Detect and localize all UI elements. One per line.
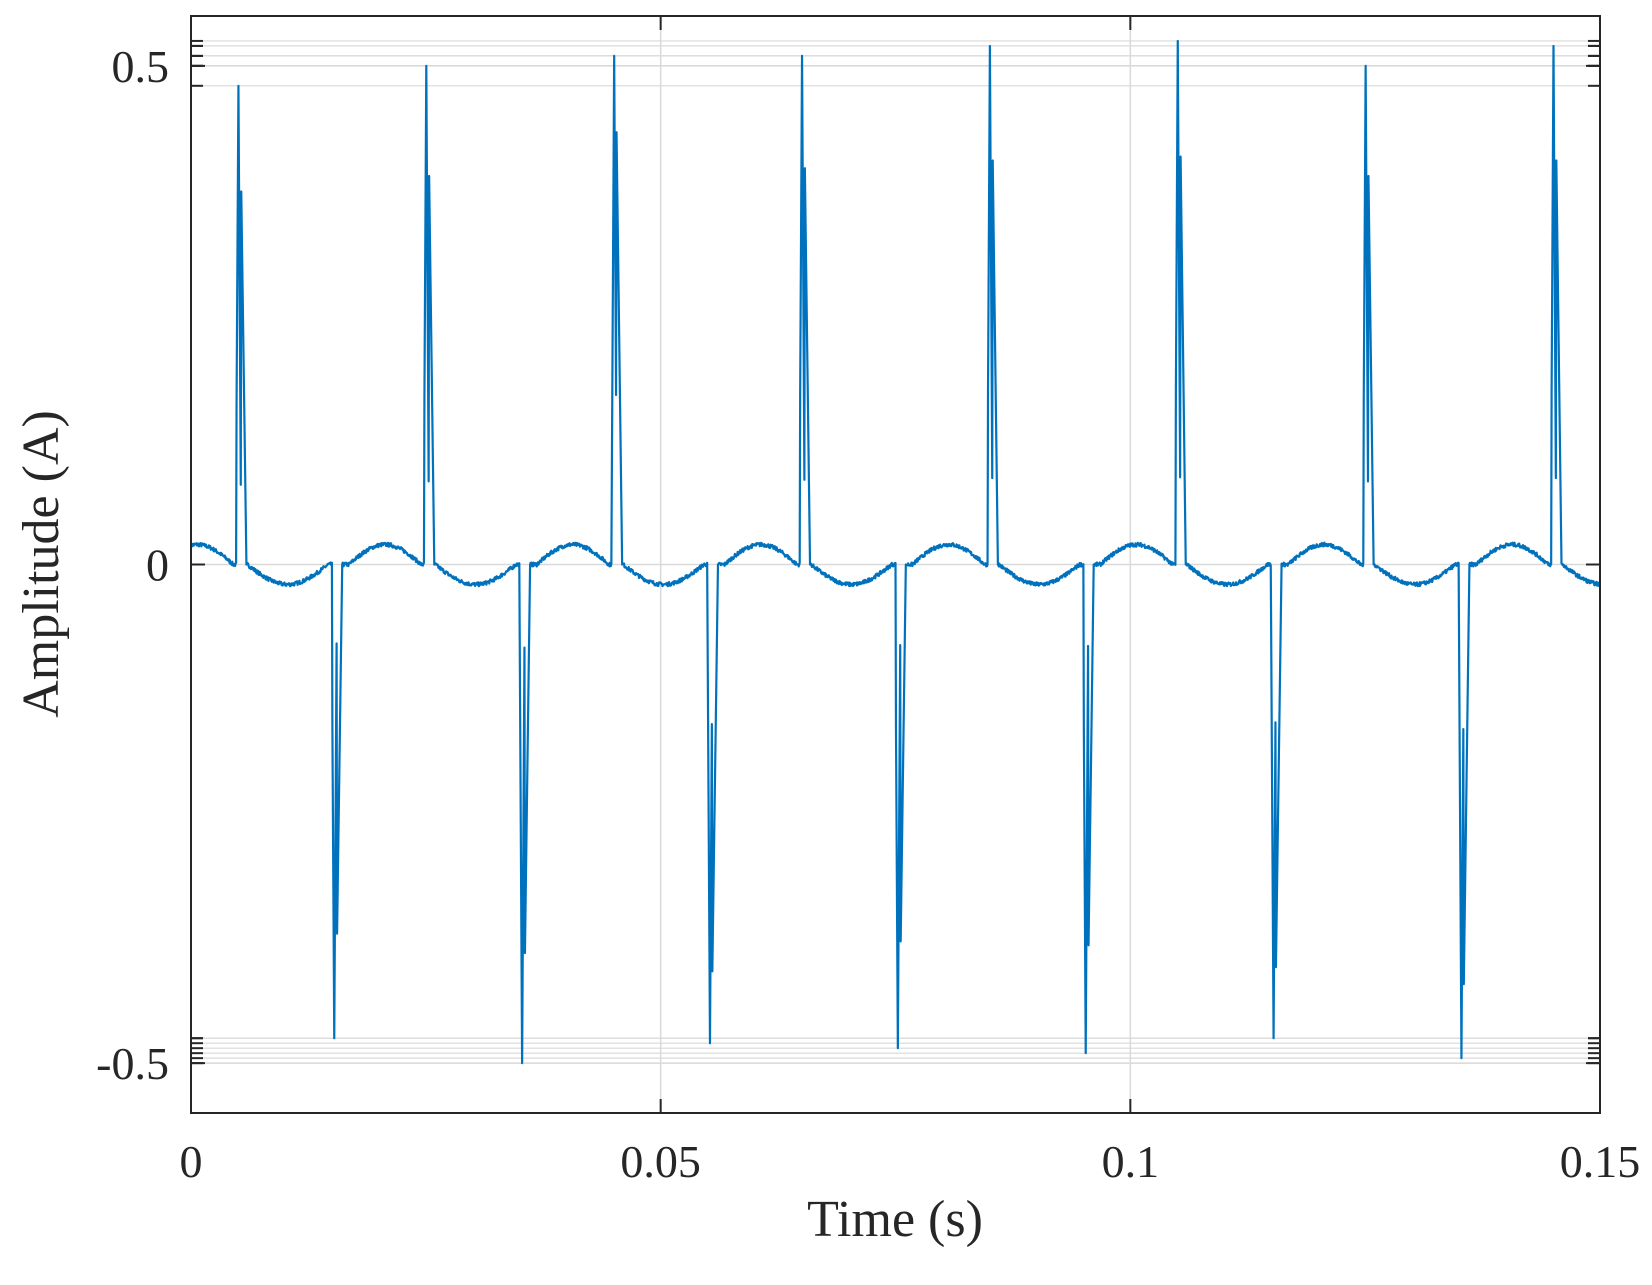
y-tick-labels: -0.5 0 0.5	[96, 41, 169, 1089]
x-axis-title: Time (s)	[807, 1191, 983, 1248]
x-tick-label: 0.1	[1102, 1136, 1160, 1187]
x-tick-label: 0	[180, 1136, 203, 1187]
x-tick-label: 0.15	[1560, 1136, 1641, 1187]
x-tick-labels: 0 0.05 0.1 0.15	[180, 1136, 1641, 1187]
y-tick-label: 0.5	[112, 41, 170, 92]
signal-line	[189, 39, 1602, 1065]
y-tick-label: -0.5	[96, 1038, 169, 1089]
y-tick-label: 0	[146, 540, 169, 591]
tick-marks	[190, 16, 1601, 1113]
y-axis-title: Amplitude (A)	[13, 410, 70, 718]
x-tick-label: 0.05	[620, 1136, 701, 1187]
